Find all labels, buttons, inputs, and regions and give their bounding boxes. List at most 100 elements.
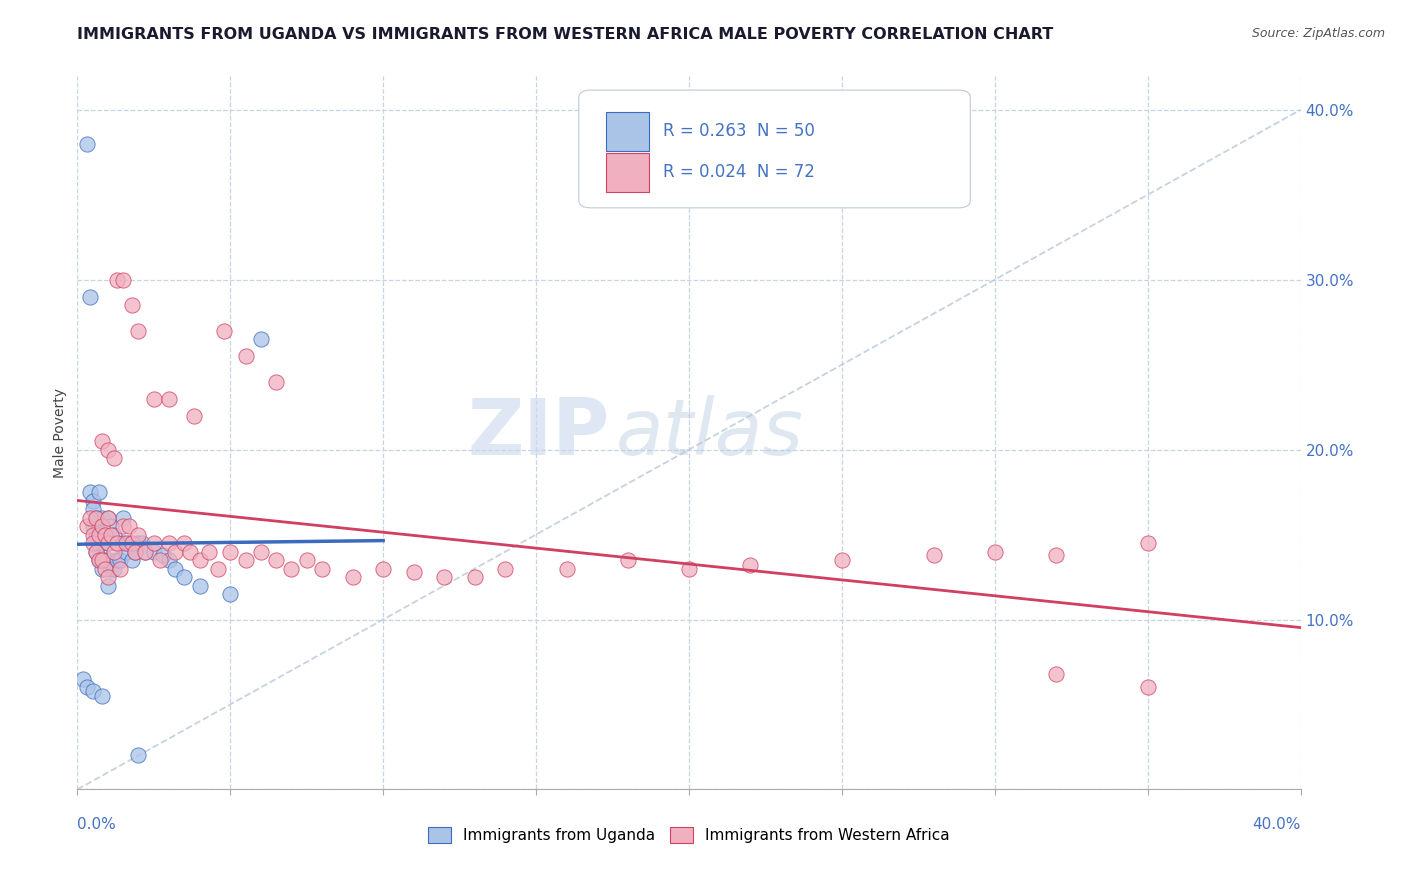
Point (97, 553, 120, 567)
Point (134, 544, 156, 558)
Point (90, 434, 112, 449)
Point (984, 544, 1007, 558)
Point (90, 553, 112, 567)
Point (128, 748, 150, 763)
Text: ZIP: ZIP (467, 394, 609, 471)
Point (1136, 536, 1159, 550)
Point (84, 544, 107, 558)
Point (131, 536, 153, 550)
Point (128, 536, 150, 550)
Point (280, 561, 302, 575)
Point (87, 553, 110, 567)
Point (79, 485, 101, 500)
Point (157, 392, 180, 406)
Point (264, 553, 287, 567)
Point (128, 527, 150, 541)
Point (157, 553, 180, 567)
Point (342, 570, 364, 584)
Text: atlas: atlas (616, 394, 803, 471)
Point (84, 544, 107, 558)
Point (212, 324, 235, 338)
Point (219, 587, 242, 601)
Point (371, 561, 394, 575)
Point (152, 548, 174, 562)
Point (121, 553, 143, 567)
Point (142, 544, 165, 558)
Point (124, 544, 146, 558)
Point (555, 561, 578, 575)
Point (112, 273, 135, 287)
Point (103, 561, 125, 575)
Point (188, 578, 211, 592)
Point (112, 519, 135, 533)
Point (90, 519, 112, 533)
Point (235, 553, 257, 567)
Point (72, 672, 94, 686)
Point (118, 536, 141, 550)
Point (165, 561, 187, 575)
Point (82, 684, 104, 698)
Bar (606, 112, 648, 151)
Point (740, 558, 762, 573)
Point (84, 527, 107, 541)
Y-axis label: Male Poverty: Male Poverty (53, 388, 67, 477)
Point (94, 553, 117, 567)
Point (79, 510, 101, 524)
Point (678, 561, 700, 575)
Point (82, 493, 104, 508)
Point (115, 536, 138, 550)
Point (207, 561, 229, 575)
Point (295, 553, 318, 567)
Point (118, 519, 141, 533)
Point (90, 561, 112, 575)
Point (82, 502, 104, 516)
Point (831, 553, 853, 567)
Point (188, 553, 211, 567)
Point (250, 332, 273, 346)
Point (87, 536, 110, 550)
Point (402, 565, 425, 579)
Point (100, 561, 122, 575)
Point (617, 553, 640, 567)
Point (112, 510, 135, 524)
Point (97, 442, 120, 457)
Point (1045, 666, 1067, 681)
Point (464, 570, 486, 584)
Point (121, 536, 143, 550)
Point (103, 544, 125, 558)
Point (87, 553, 110, 567)
Point (87, 519, 110, 533)
Point (235, 349, 257, 363)
Point (173, 570, 195, 584)
Point (100, 519, 122, 533)
Point (90, 689, 112, 703)
Point (100, 527, 122, 541)
Point (1136, 681, 1159, 695)
Point (97, 536, 120, 550)
Point (87, 485, 110, 500)
Point (76, 136, 98, 151)
Point (82, 519, 104, 533)
Point (94, 527, 117, 541)
Point (165, 544, 187, 558)
Point (264, 375, 287, 389)
Point (84, 510, 107, 524)
Point (97, 570, 120, 584)
Text: R = 0.263  N = 50: R = 0.263 N = 50 (664, 122, 815, 140)
Point (134, 544, 156, 558)
Point (108, 561, 131, 575)
Point (124, 544, 146, 558)
Point (219, 544, 242, 558)
Point (142, 392, 165, 406)
Point (433, 570, 456, 584)
Point (922, 548, 945, 562)
Point (76, 519, 98, 533)
Point (97, 536, 120, 550)
Point (103, 451, 125, 466)
Point (97, 510, 120, 524)
Point (97, 578, 120, 592)
Text: IMMIGRANTS FROM UGANDA VS IMMIGRANTS FROM WESTERN AFRICA MALE POVERTY CORRELATIO: IMMIGRANTS FROM UGANDA VS IMMIGRANTS FRO… (77, 27, 1053, 42)
Point (198, 544, 221, 558)
Point (173, 536, 195, 550)
Point (121, 298, 143, 312)
